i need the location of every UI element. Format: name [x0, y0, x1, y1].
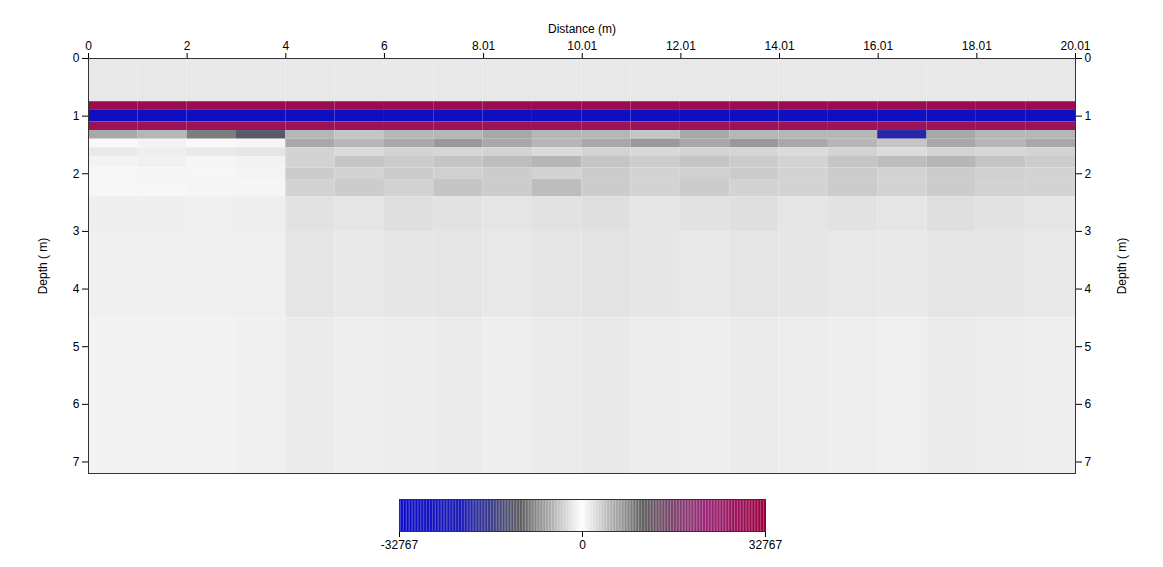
svg-text:14.01: 14.01 [765, 39, 795, 53]
svg-text:2: 2 [1085, 167, 1092, 181]
svg-text:8.01: 8.01 [472, 39, 496, 53]
svg-text:2: 2 [184, 39, 191, 53]
svg-text:Depth ( m): Depth ( m) [36, 238, 50, 295]
svg-text:3: 3 [1085, 224, 1092, 238]
svg-text:7: 7 [1085, 455, 1092, 469]
svg-text:16.01: 16.01 [863, 39, 893, 53]
svg-text:5: 5 [73, 340, 80, 354]
svg-text:0: 0 [579, 538, 586, 552]
svg-text:0: 0 [73, 51, 80, 65]
svg-text:3: 3 [73, 224, 80, 238]
svg-text:Depth ( m): Depth ( m) [1115, 238, 1129, 295]
svg-text:4: 4 [1085, 282, 1092, 296]
svg-text:7: 7 [73, 455, 80, 469]
svg-text:6: 6 [1085, 397, 1092, 411]
svg-text:6: 6 [73, 397, 80, 411]
svg-text:1: 1 [1085, 109, 1092, 123]
svg-text:0: 0 [85, 39, 92, 53]
svg-text:6: 6 [381, 39, 388, 53]
svg-text:Distance (m): Distance (m) [548, 22, 616, 36]
svg-text:2: 2 [73, 167, 80, 181]
svg-text:-32767: -32767 [380, 538, 418, 552]
svg-text:4: 4 [282, 39, 289, 53]
svg-text:20.01: 20.01 [1060, 38, 1091, 53]
svg-text:18.01: 18.01 [962, 39, 992, 53]
svg-text:5: 5 [1085, 340, 1092, 354]
svg-text:0: 0 [1085, 51, 1092, 65]
svg-text:10.01: 10.01 [567, 39, 597, 53]
svg-text:4: 4 [73, 282, 80, 296]
svg-text:12.01: 12.01 [666, 39, 696, 53]
svg-text:32767: 32767 [748, 538, 782, 552]
svg-text:1: 1 [73, 109, 80, 123]
